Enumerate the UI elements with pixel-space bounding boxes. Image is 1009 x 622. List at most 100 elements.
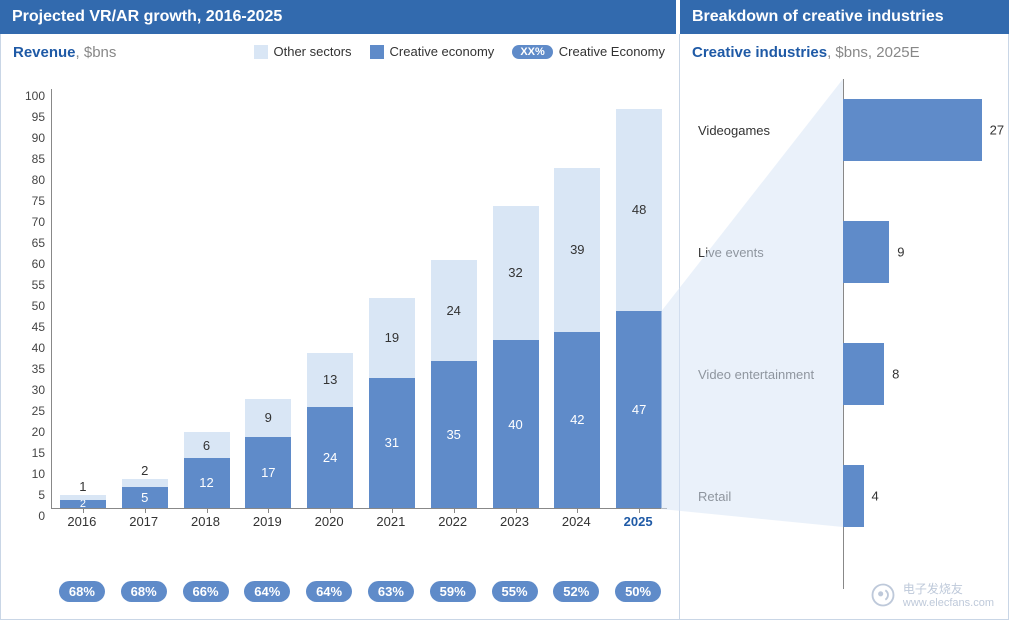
bar-2018: 126 [184,432,230,508]
pct-pill: 50% [615,581,661,602]
legend-creative-label: Creative economy [390,44,495,59]
legend-other-swatch [254,45,268,59]
legend-pct-label: Creative Economy [559,44,665,59]
y-tick: 95 [11,110,45,124]
x-label: 2020 [315,514,344,529]
y-tick: 35 [11,362,45,376]
x-label: 2023 [500,514,529,529]
legend-pct-swatch: XX% [512,45,552,59]
breakdown-label: Live events [698,245,843,260]
breakdown-value: 8 [892,367,899,382]
legend-other-label: Other sectors [274,44,352,59]
bar-2025: 4748 [616,109,662,508]
watermark-text: 电子发烧友 [903,580,994,597]
y-tick: 70 [11,215,45,229]
bar-other: 19 [369,298,415,378]
left-metric: Revenue [13,44,76,61]
y-tick: 0 [11,509,45,523]
left-panel: Revenue, $bns Other sectors Creative eco… [0,34,680,620]
pct-pill: 66% [182,581,228,602]
breakdown-bar [843,343,884,405]
watermark-url: www.elecfans.com [903,597,994,609]
breakdown-label: Videogames [698,123,843,138]
bar-2019: 179 [245,399,291,508]
x-label: 2022 [438,514,467,529]
y-tick: 10 [11,467,45,481]
right-unit: , $bns, 2025E [827,44,920,61]
y-tick: 55 [11,278,45,292]
y-tick: 50 [11,299,45,313]
pct-pill: 68% [59,581,105,602]
x-label: 2016 [67,514,96,529]
left-chart: 0510152025303540455055606570758085909510… [51,89,667,529]
breakdown-label: Retail [698,489,843,504]
right-chart: Videogames27Live events9Video entertainm… [698,79,996,589]
left-unit: , $bns [76,44,117,61]
bar-other: 1 [60,495,106,499]
watermark: 电子发烧友 www.elecfans.com [869,580,994,609]
y-tick: 90 [11,131,45,145]
bar-2020: 2413 [307,353,353,508]
y-tick: 25 [11,404,45,418]
bar-other: 13 [307,353,353,408]
pct-pill: 68% [121,581,167,602]
breakdown-row: Videogames27 [698,99,996,161]
bar-creative: 2 [60,500,106,508]
bar-other: 24 [431,260,477,361]
y-tick: 80 [11,173,45,187]
pct-pill: 52% [553,581,599,602]
legend-other: Other sectors [254,44,352,59]
y-tick: 85 [11,152,45,166]
bar-creative: 42 [554,332,600,508]
breakdown-label: Video entertainment [698,367,843,382]
right-subtitle: Creative industries, $bns, 2025E [680,34,1008,61]
pct-pill: 64% [244,581,290,602]
right-metric: Creative industries [692,44,827,61]
breakdown-row: Video entertainment 8 [698,343,996,405]
bar-2024: 4239 [554,168,600,508]
bar-other: 32 [493,206,539,340]
bar-other: 2 [122,479,168,487]
bar-creative: 35 [431,361,477,508]
x-label: 2025 [624,514,653,529]
bar-creative: 31 [369,378,415,508]
bar-creative: 40 [493,340,539,508]
legend-creative: Creative economy [370,44,495,59]
bar-creative: 17 [245,437,291,508]
pct-row: 68% 68% 66% 64% 64% 63% 59% 55% 52% 50% [51,581,667,611]
breakdown-bar [843,221,889,283]
y-tick: 15 [11,446,45,460]
y-tick: 60 [11,257,45,271]
y-tick: 30 [11,383,45,397]
y-tick: 40 [11,341,45,355]
y-tick: 100 [11,89,45,103]
breakdown-row: Retail 4 [698,465,996,527]
right-panel-title: Breakdown of creative industries [680,0,1009,34]
pct-pill: 63% [368,581,414,602]
pct-pill: 59% [430,581,476,602]
x-label: 2018 [191,514,220,529]
bar-2017: 52 [122,479,168,508]
breakdown-value: 27 [990,123,1004,138]
watermark-icon [869,581,897,609]
x-label: 2017 [129,514,158,529]
x-label: 2019 [253,514,282,529]
y-tick: 5 [11,488,45,502]
pct-pill: 64% [306,581,352,602]
y-tick: 65 [11,236,45,250]
bar-2016: 21 [60,495,106,508]
y-tick: 75 [11,194,45,208]
bar-other: 39 [554,168,600,332]
left-legend: Other sectors Creative economy XX% Creat… [254,44,666,59]
bar-other: 9 [245,399,291,437]
right-panel: Creative industries, $bns, 2025E Videoga… [680,34,1009,620]
bar-other: 6 [184,432,230,457]
breakdown-bar [843,99,982,161]
bar-creative: 24 [307,407,353,508]
pct-pill: 55% [491,581,537,602]
bar-2021: 3119 [369,298,415,508]
x-label: 2021 [376,514,405,529]
breakdown-value: 4 [872,489,879,504]
bar-creative: 47 [616,311,662,508]
left-plot: 2152126179241331193524403242394748 [51,89,667,509]
